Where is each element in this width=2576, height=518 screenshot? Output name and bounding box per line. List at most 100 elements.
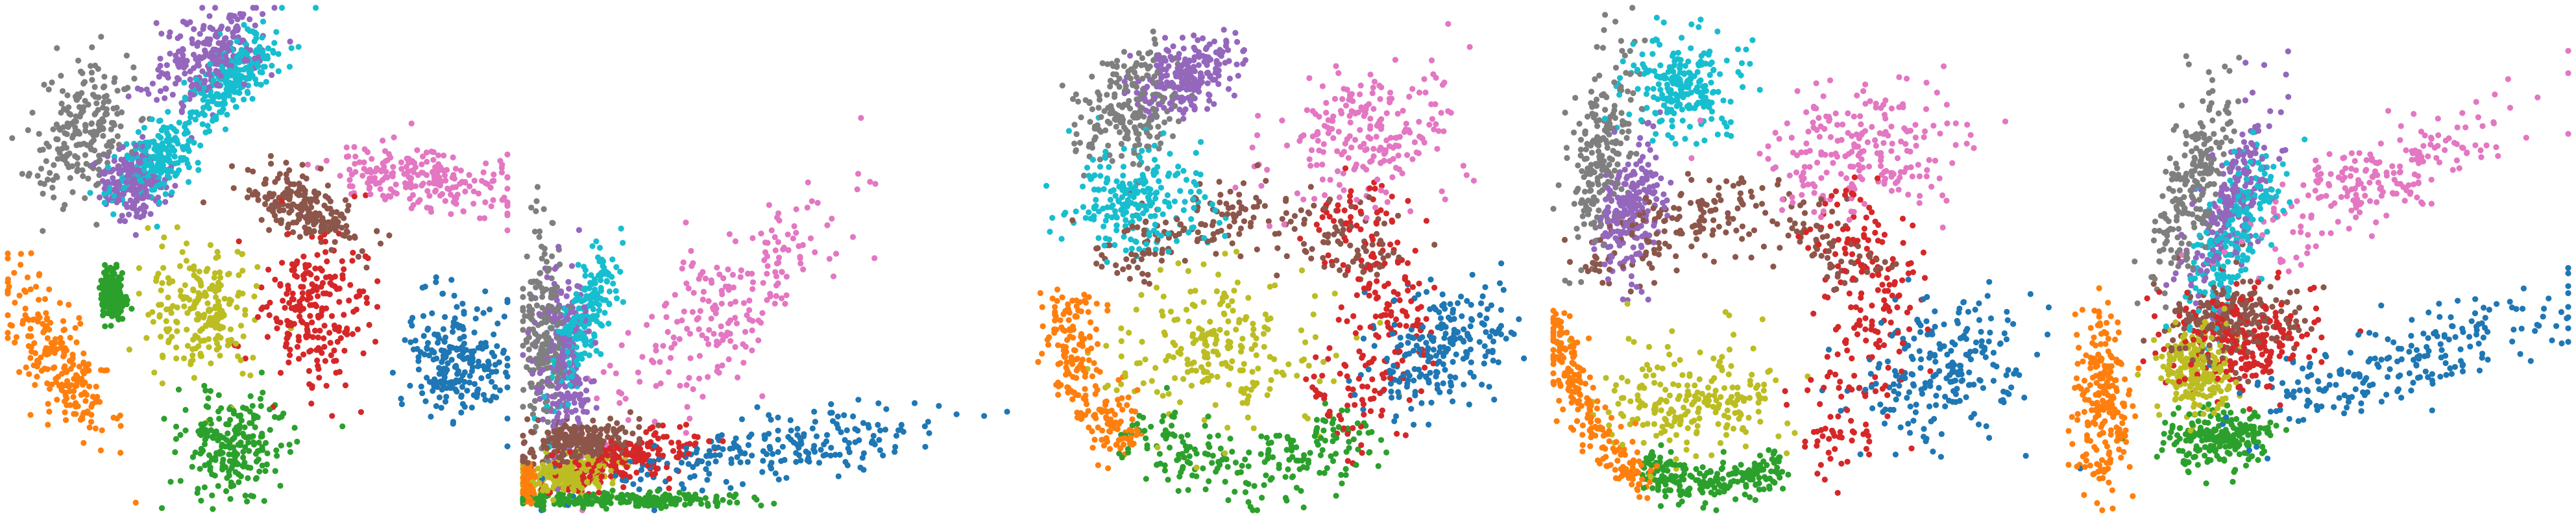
scatter-point: [305, 162, 311, 167]
scatter-point: [622, 429, 628, 435]
scatter-point: [63, 417, 69, 423]
scatter-point: [173, 80, 178, 86]
scatter-point: [378, 241, 383, 247]
scatter-point: [261, 498, 267, 504]
scatter-point: [226, 406, 232, 412]
scatter-point: [317, 328, 322, 334]
scatter-point: [165, 295, 171, 301]
scatter-point: [215, 483, 221, 489]
scatter-point: [524, 337, 529, 343]
scatter-point: [666, 476, 672, 482]
scatter-point: [274, 325, 280, 331]
scatter-point: [244, 499, 250, 504]
scatter-point: [428, 206, 433, 212]
scatter-point: [670, 448, 676, 454]
scatter-point: [604, 278, 610, 284]
scatter-point: [27, 412, 33, 418]
scatter-point: [151, 319, 156, 325]
scatter-point: [42, 328, 47, 334]
scatter-point: [322, 249, 328, 255]
scatter-point: [167, 149, 173, 154]
scatter-point: [528, 296, 534, 302]
scatter-point: [144, 86, 150, 92]
scatter-point: [407, 184, 413, 190]
scatter-point: [296, 44, 302, 50]
scatter-point: [696, 327, 702, 332]
scatter-point: [255, 449, 261, 454]
scatter-point: [461, 341, 467, 347]
scatter-point: [539, 243, 544, 249]
scatter-point: [489, 379, 494, 385]
scatter-point: [93, 101, 99, 106]
scatter-point: [97, 195, 103, 201]
scatter-point: [707, 448, 712, 454]
scatter-point: [695, 434, 701, 440]
scatter-point: [831, 273, 836, 279]
scatter-point: [714, 339, 720, 345]
scatter-point: [436, 175, 442, 180]
scatter-point: [749, 235, 755, 241]
scatter-point: [247, 373, 253, 378]
scatter-point: [537, 370, 543, 376]
scatter-point: [236, 479, 241, 485]
scatter-point: [206, 307, 212, 313]
scatter-point: [180, 46, 186, 52]
scatter-point: [23, 306, 29, 312]
scatter-point: [134, 207, 140, 213]
scatter-point: [399, 401, 405, 407]
scatter-point: [158, 302, 164, 308]
scatter-point: [47, 170, 53, 176]
scatter-point: [36, 131, 42, 137]
scatter-point: [73, 325, 79, 331]
scatter-point: [446, 349, 452, 355]
scatter-point: [313, 5, 319, 10]
scatter-point: [683, 280, 689, 286]
scatter-point: [315, 363, 321, 369]
scatter-point: [219, 42, 225, 48]
scatter-point: [343, 197, 348, 203]
scatter-point: [417, 197, 422, 203]
scatter-point: [322, 323, 328, 328]
scatter-point: [308, 401, 314, 406]
scatter-point: [5, 288, 10, 294]
scatter-point: [258, 396, 263, 402]
scatter-point: [202, 484, 208, 490]
scatter-point: [593, 478, 599, 484]
scatter-point: [103, 112, 108, 117]
scatter-point: [672, 501, 677, 507]
scatter-point: [662, 302, 668, 308]
scatter-point: [762, 436, 768, 442]
scatter-point: [283, 160, 289, 166]
scatter-point: [102, 186, 108, 191]
scatter-point: [694, 446, 700, 452]
scatter-point: [53, 376, 58, 382]
scatter-point: [893, 433, 899, 439]
scatter-point: [623, 478, 629, 484]
scatter-point: [212, 275, 217, 280]
scatter-point: [189, 40, 195, 46]
scatter-point: [472, 381, 478, 387]
scatter-point: [154, 20, 160, 26]
scatter-point: [159, 243, 165, 249]
scatter-point: [136, 291, 142, 297]
scatter-point: [243, 493, 249, 499]
scatter-point: [91, 147, 97, 153]
scatter-point: [165, 275, 171, 281]
scatter-point: [815, 200, 821, 206]
scatter-point: [315, 293, 321, 299]
scatter-point: [446, 186, 452, 192]
scatter-point: [143, 157, 149, 163]
scatter-point: [727, 499, 733, 505]
scatter-point: [130, 180, 136, 186]
scatter-point: [181, 80, 187, 86]
scatter-point: [167, 51, 173, 56]
scatter-point: [73, 383, 79, 389]
scatter-point: [614, 420, 620, 426]
scatter-point: [255, 314, 261, 320]
scatter-point: [776, 476, 782, 482]
scatter-point: [773, 247, 779, 253]
scatter-point: [687, 475, 693, 480]
scatter-point: [579, 425, 585, 430]
scatter-point: [38, 180, 43, 186]
scatter-point: [120, 144, 126, 150]
